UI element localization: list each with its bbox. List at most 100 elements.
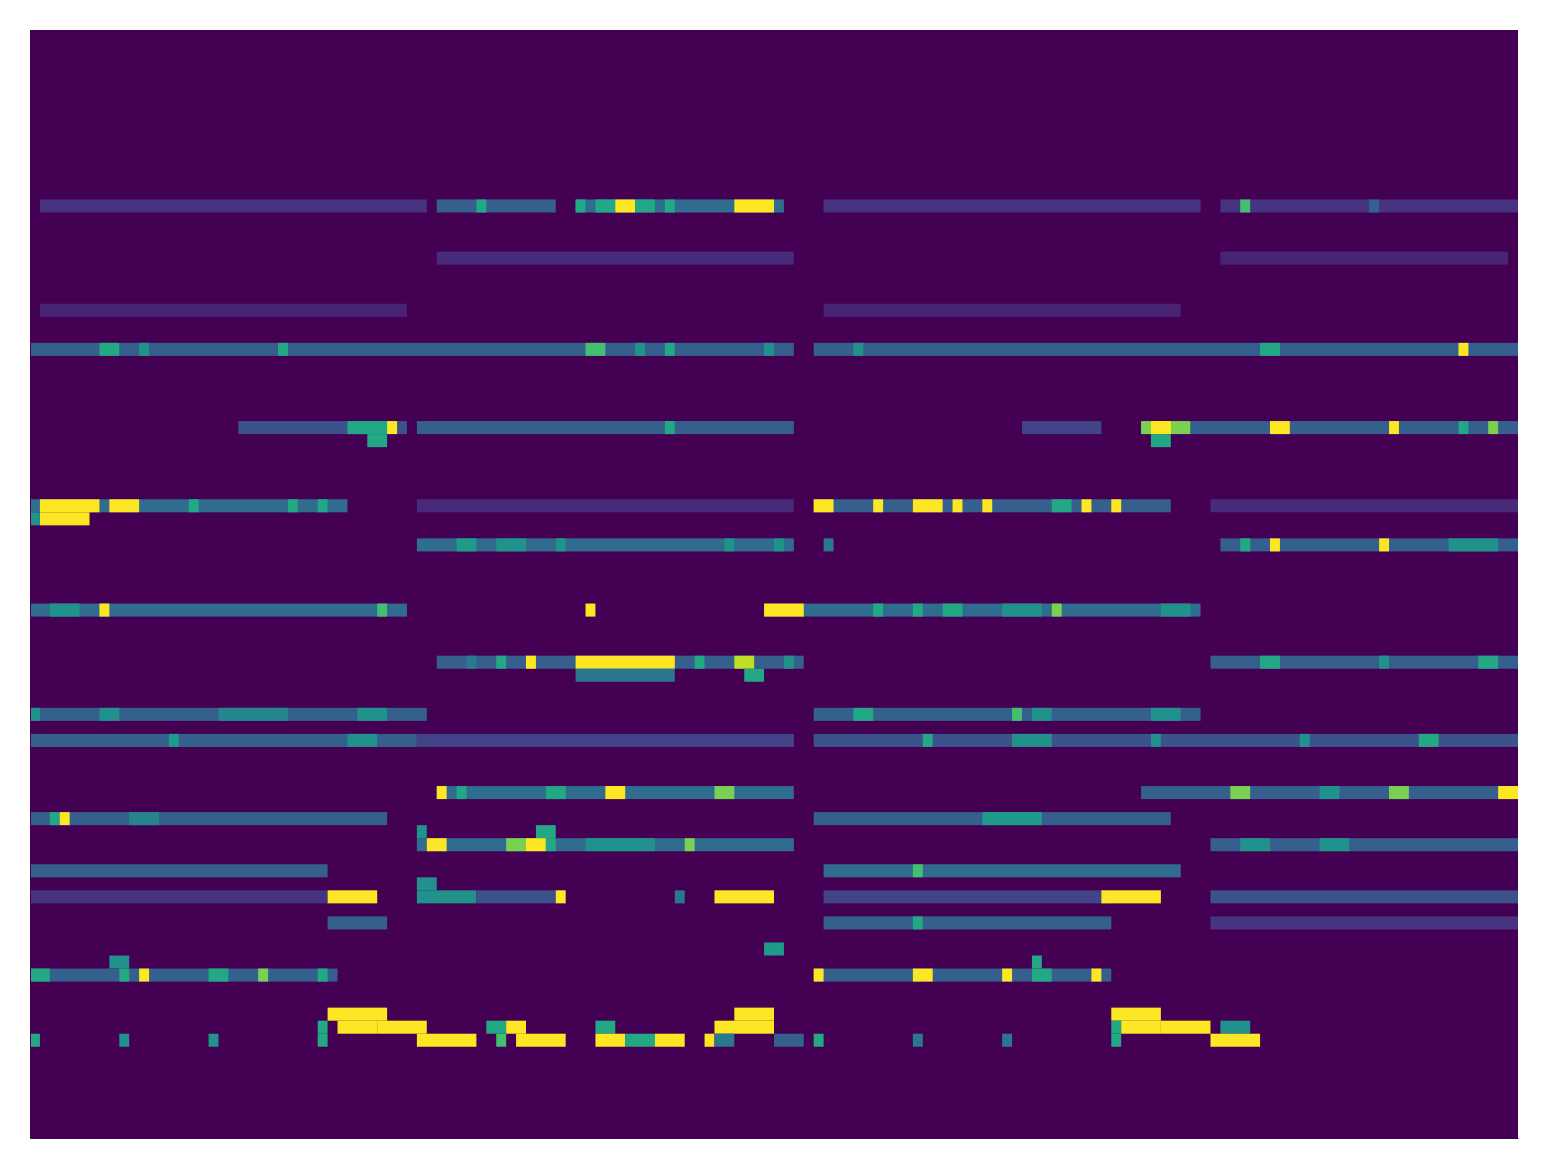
heatmap-cell — [714, 1021, 774, 1034]
heatmap-cell — [119, 969, 129, 982]
heatmap-cell — [1111, 499, 1121, 512]
heatmap-cell — [615, 199, 635, 212]
heatmap-cell — [318, 499, 328, 512]
heatmap-cell — [30, 499, 347, 512]
heatmap-cell — [367, 434, 387, 447]
heatmap-cell — [1369, 199, 1379, 212]
heatmap-cell — [734, 1008, 774, 1021]
heatmap-cell — [476, 890, 555, 903]
heatmap-cell — [595, 199, 615, 212]
heatmap-cell — [1111, 1034, 1121, 1047]
heatmap-cell — [1032, 969, 1052, 982]
heatmap-cell — [119, 1034, 129, 1047]
heatmap-cell — [1230, 786, 1250, 799]
heatmap-cell — [685, 838, 695, 851]
heatmap-cell — [457, 786, 467, 799]
heatmap-cell — [764, 343, 774, 356]
heatmap-cell — [109, 956, 129, 969]
heatmap-cell — [724, 538, 734, 551]
plot-background — [30, 30, 1518, 1138]
heatmap-cell — [1379, 656, 1389, 669]
heatmap-cell — [139, 343, 149, 356]
heatmap-cell — [695, 656, 705, 669]
heatmap-cell — [1191, 421, 1518, 434]
heatmap-cell — [595, 1021, 615, 1034]
heatmap-cell — [853, 708, 873, 721]
x-axis — [31, 1138, 1519, 1139]
heatmap-cell — [1022, 421, 1101, 434]
heatmap-cell — [913, 864, 923, 877]
heatmap-cell — [1220, 199, 1518, 212]
heatmap-cell — [496, 538, 526, 551]
heatmap-cell — [1151, 708, 1181, 721]
heatmap-cell — [1002, 969, 1012, 982]
heatmap-cell — [665, 199, 675, 212]
heatmap-cell — [586, 343, 606, 356]
heatmap-cell — [774, 538, 784, 551]
heatmap-cell — [814, 734, 1518, 747]
heatmap-cell — [873, 499, 883, 512]
heatmap-cell — [1260, 343, 1280, 356]
heatmap-cell — [516, 1034, 566, 1047]
heatmap-cell — [764, 942, 784, 955]
heatmap-cell — [665, 421, 675, 434]
heatmap-cell — [338, 1021, 378, 1034]
heatmap-cell — [1210, 499, 1518, 512]
cells — [30, 199, 1518, 1046]
heatmap-cell — [1478, 656, 1498, 669]
heatmap-cell — [1012, 734, 1052, 747]
x-axis-line — [31, 1138, 1519, 1139]
heatmap-cell — [814, 499, 1171, 512]
heatmap-cell — [30, 708, 427, 721]
heatmap-cell — [675, 890, 685, 903]
heatmap-cell — [913, 604, 923, 617]
heatmap-cell — [576, 199, 586, 212]
heatmap-cell — [1032, 956, 1042, 969]
heatmap-cell — [1111, 1008, 1161, 1021]
heatmap-cell — [814, 1034, 824, 1047]
heatmap-cell — [318, 1021, 328, 1034]
heatmap-cell — [546, 786, 566, 799]
heatmap-cell — [1151, 434, 1171, 447]
heatmap-cell — [1002, 604, 1042, 617]
heatmap-cell — [328, 916, 388, 929]
heatmap-cell — [824, 199, 1201, 212]
heatmap-cell — [734, 656, 754, 669]
heatmap-cell — [437, 786, 794, 799]
heatmap-cell — [635, 343, 645, 356]
heatmap-cell — [99, 708, 119, 721]
heatmap-cell — [1141, 421, 1191, 434]
heatmap-cell — [744, 669, 764, 682]
heatmap-cell — [784, 656, 794, 669]
heatmap-cell — [417, 1034, 477, 1047]
heatmap-cell — [1320, 786, 1340, 799]
heatmap-cell — [1449, 538, 1499, 551]
heatmap-cell — [50, 812, 60, 825]
heatmap-cell — [953, 499, 963, 512]
heatmap-cell — [1101, 890, 1161, 903]
heatmap-cell — [417, 538, 794, 551]
heatmap-cell — [814, 969, 824, 982]
heatmap-cell — [1270, 538, 1280, 551]
heatmap-cell — [30, 969, 338, 982]
heatmap-cell — [1161, 1021, 1211, 1034]
heatmap-cell — [30, 734, 417, 747]
heatmap-cell — [466, 656, 476, 669]
heatmap-cell — [506, 1021, 526, 1034]
heatmap-cell — [576, 199, 784, 212]
heatmap-cell — [714, 1034, 734, 1047]
heatmap-cell — [457, 538, 477, 551]
heatmap-cell — [357, 708, 387, 721]
heatmap-cell — [347, 421, 387, 434]
heatmap-cell — [437, 786, 447, 799]
heatmap-cell — [1320, 838, 1350, 851]
heatmap-cell — [40, 499, 100, 512]
heatmap-cell — [30, 890, 328, 903]
heatmap-cell — [635, 199, 655, 212]
heatmap-cell — [586, 838, 655, 851]
heatmap-cell — [1141, 786, 1518, 799]
heatmap-cell — [1210, 656, 1518, 669]
heatmap-cell — [30, 604, 407, 617]
heatmap-cell — [853, 343, 863, 356]
heatmap-cell — [526, 838, 546, 851]
